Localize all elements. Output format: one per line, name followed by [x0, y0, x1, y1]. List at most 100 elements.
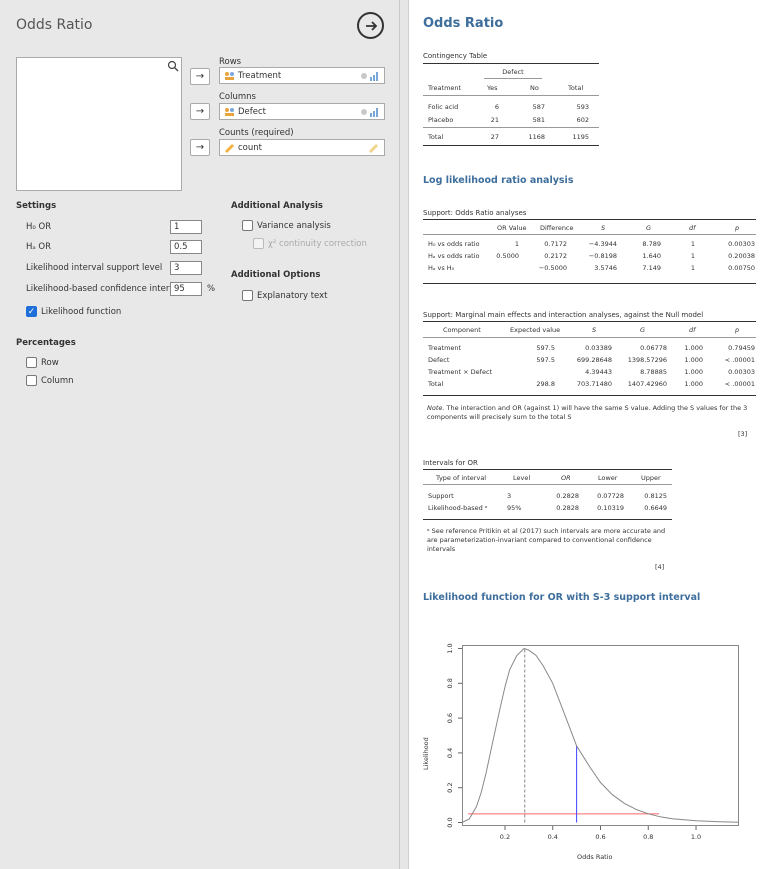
options-title: Odds Ratio — [16, 17, 93, 33]
table-cell: Treatment — [428, 344, 462, 352]
variance-analysis-checkbox[interactable] — [242, 220, 253, 231]
ruler-icon — [225, 144, 234, 153]
marginal-header: Component — [443, 326, 481, 334]
x-tick-label: 0.8 — [643, 833, 653, 841]
h0-or-label: H₀ OR — [26, 222, 52, 232]
y-tick-label: 0.2 — [446, 783, 454, 793]
columns-move-button[interactable]: → — [190, 103, 210, 120]
table-cell: 0.06778 — [640, 344, 667, 352]
nominal-variable-icon — [225, 108, 234, 116]
run-arrow-button[interactable] — [357, 12, 384, 39]
support-header: S — [601, 224, 606, 232]
support-caption: Support: Odds Ratio analyses — [423, 209, 527, 217]
table-cell: 0.00750 — [728, 264, 755, 272]
table-cell: 1.000 — [684, 380, 703, 388]
ci-input[interactable]: 95 — [170, 282, 202, 296]
variance-analysis-label: Variance analysis — [257, 221, 331, 231]
row-percent-checkbox[interactable] — [26, 357, 37, 368]
continuity-correction-checkbox[interactable] — [253, 238, 264, 249]
table-cell: 0.5000 — [496, 252, 519, 260]
support-level-label: Likelihood interval support level — [26, 263, 163, 273]
search-icon[interactable] — [167, 60, 179, 72]
table-cell: 597.5 — [536, 356, 555, 364]
table-cell: 4.39443 — [585, 368, 612, 376]
counts-label: Counts (required) — [219, 128, 294, 138]
table-cell: 1.640 — [642, 252, 661, 260]
additional-options-heading: Additional Options — [231, 270, 321, 280]
table-cell: H₀ vs odds ratio — [428, 240, 480, 248]
contingency-header: Treatment — [428, 84, 462, 92]
contingency-header: Yes — [487, 84, 498, 92]
x-tick-label: 0.6 — [595, 833, 605, 841]
marginal-reference: [3] — [738, 430, 748, 438]
table-cell: Total — [428, 380, 444, 388]
variable-type-icon — [361, 108, 378, 117]
explanatory-text-label: Explanatory text — [257, 291, 328, 301]
table-cell: 593 — [576, 103, 589, 111]
y-tick-label: 0.8 — [446, 678, 454, 688]
rows-field[interactable]: Treatment — [219, 67, 385, 84]
variable-list[interactable] — [16, 57, 182, 191]
intervals-header: OR — [561, 474, 571, 482]
table-cell: 1407.42960 — [627, 380, 667, 388]
table-cell: 0.8125 — [644, 492, 667, 500]
intervals-reference: [4] — [655, 563, 665, 571]
support-level-input[interactable]: 3 — [170, 261, 202, 275]
x-tick-label: 1.0 — [691, 833, 701, 841]
intervals-caption: Intervals for OR — [423, 459, 478, 467]
table-cell: 3 — [507, 492, 512, 500]
y-tick-label: 0.0 — [446, 817, 454, 827]
counts-field[interactable]: count — [219, 139, 385, 156]
table-cell: Placebo — [428, 116, 454, 124]
row-percent-label: Row — [41, 358, 59, 368]
x-tick-label: 0.4 — [548, 833, 558, 841]
likelihood-function-checkbox[interactable]: ✓ — [26, 306, 37, 317]
counts-move-button[interactable]: → — [190, 139, 210, 156]
options-panel: Odds Ratio Rows → Treatment Columns → De… — [0, 0, 400, 869]
table-cell: Support — [428, 492, 454, 500]
variable-type-icon — [361, 72, 378, 81]
ci-unit: % — [207, 284, 216, 294]
table-cell: 95% — [507, 504, 522, 512]
x-axis-label: Odds Ratio — [577, 853, 613, 861]
table-cell: 1 — [690, 240, 695, 248]
columns-field[interactable]: Defect — [219, 103, 385, 120]
table-cell: −0.8198 — [588, 252, 617, 260]
table-cell: 1 — [514, 240, 519, 248]
table-cell: 6 — [494, 103, 499, 111]
panel-splitter[interactable] — [400, 0, 408, 869]
rows-move-button[interactable]: → — [190, 68, 210, 85]
y-tick-label: 1.0 — [446, 643, 454, 653]
ha-or-input[interactable]: 0.5 — [170, 240, 202, 254]
marginal-header: df — [689, 326, 696, 334]
table-cell: 3.5746 — [594, 264, 617, 272]
rows-label: Rows — [219, 57, 242, 67]
columns-label: Columns — [219, 92, 256, 102]
ha-or-label: Hₐ OR — [26, 242, 52, 252]
ci-label: Likelihood-based confidence interval — [26, 284, 182, 294]
likelihood-function-label: Likelihood function — [41, 307, 122, 317]
table-cell: 1 — [690, 264, 695, 272]
continuity-correction-label: χ² continuity correction — [268, 239, 367, 249]
marginal-note: Note. The interaction and OR (against 1)… — [427, 404, 748, 421]
arrow-right-icon — [365, 20, 377, 31]
contingency-header: No — [530, 84, 539, 92]
support-header: df — [689, 224, 696, 232]
table-cell: 8.78885 — [640, 368, 667, 376]
table-cell: 602 — [576, 116, 589, 124]
support-header: Difference — [540, 224, 574, 232]
table-cell: Hₐ vs H₀ — [428, 264, 455, 272]
table-cell: 0.00303 — [728, 240, 755, 248]
table-cell: 587 — [532, 103, 545, 111]
table-cell: 8.789 — [642, 240, 661, 248]
h0-or-input[interactable]: 1 — [170, 220, 202, 234]
explanatory-text-checkbox[interactable] — [242, 290, 253, 301]
column-percent-checkbox[interactable] — [26, 375, 37, 386]
table-cell: 0.2828 — [556, 504, 579, 512]
table-cell: Defect — [428, 356, 450, 364]
columns-value: Defect — [238, 106, 267, 117]
intervals-header: Level — [513, 474, 531, 482]
table-cell: Hₐ vs odds ratio — [428, 252, 480, 260]
table-cell: < .00001 — [724, 380, 755, 388]
marginal-header: S — [592, 326, 597, 334]
